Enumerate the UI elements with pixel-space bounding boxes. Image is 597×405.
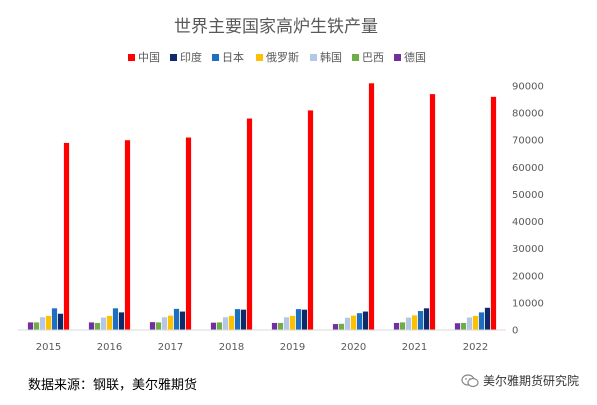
- bar: [45, 315, 52, 330]
- legend-swatch: [352, 54, 359, 61]
- bar: [234, 309, 241, 330]
- bar: [472, 315, 479, 330]
- x-axis-ticks: 2015 2016 2017 2018 2019 2020 2021 2022: [36, 342, 488, 353]
- y-tick-label: 0: [512, 326, 518, 337]
- bar: [94, 322, 101, 330]
- bar: [271, 322, 278, 330]
- wechat-icon: [461, 373, 479, 387]
- legend-label: 巴西: [362, 51, 384, 64]
- y-tick-label: 60000: [512, 163, 544, 174]
- source-note: 数据来源：钢联，美尔雅期货: [28, 378, 198, 393]
- bar: [344, 317, 351, 330]
- bar: [222, 317, 229, 330]
- bar: [362, 311, 369, 330]
- x-tick-label: 2016: [97, 342, 122, 353]
- x-tick-label: 2018: [219, 342, 244, 353]
- bar: [240, 309, 247, 330]
- y-tick-label: 20000: [512, 271, 544, 282]
- bar: [417, 311, 424, 330]
- bar: [307, 110, 314, 331]
- bar: [460, 322, 467, 330]
- bar: [484, 307, 491, 330]
- bar: [338, 323, 345, 330]
- bar: [478, 312, 485, 330]
- bar: [88, 322, 95, 330]
- legend-swatch: [256, 54, 263, 61]
- watermark-text: 美尔雅期货研究院: [482, 374, 579, 388]
- legend-swatch: [310, 54, 317, 61]
- x-tick-label: 2015: [36, 342, 61, 353]
- bar: [118, 312, 125, 330]
- legend-label: 印度: [180, 50, 202, 64]
- bar: [51, 308, 58, 330]
- bar: [405, 317, 412, 330]
- bar: [179, 311, 186, 330]
- bar: [411, 315, 418, 330]
- x-tick-label: 2021: [402, 342, 427, 353]
- bar: [332, 324, 339, 330]
- x-tick-label: 2019: [280, 342, 305, 353]
- bar: [246, 118, 253, 330]
- bar: [173, 308, 180, 330]
- bar: [33, 322, 40, 330]
- legend-swatch: [170, 54, 177, 61]
- bar: [454, 323, 461, 330]
- bar: [399, 322, 406, 330]
- bar: [155, 322, 162, 330]
- bar: [228, 315, 235, 330]
- legend-label: 日本: [222, 50, 244, 64]
- bar: [466, 317, 473, 330]
- legend-label: 德国: [404, 50, 426, 64]
- bar: [39, 317, 46, 330]
- legend-swatch: [212, 54, 219, 61]
- bar: [283, 317, 290, 330]
- y-tick-label: 40000: [512, 217, 544, 228]
- bar: [185, 137, 192, 330]
- bar: [356, 313, 363, 330]
- bar: [27, 322, 34, 330]
- bar: [301, 309, 308, 330]
- bar: [106, 315, 113, 330]
- y-axis-ticks: 0 10000 20000 30000 40000 50000 60000 70000 8000…: [512, 82, 544, 337]
- x-tick-label: 2022: [463, 342, 488, 353]
- x-tick-label: 2020: [341, 342, 366, 353]
- bar: [124, 140, 131, 330]
- bar: [490, 96, 497, 330]
- bar: [393, 322, 400, 330]
- legend-label: 俄罗斯: [266, 51, 299, 64]
- bar: [277, 322, 284, 330]
- bar: [423, 308, 430, 330]
- bar: [100, 317, 107, 330]
- y-tick-label: 70000: [512, 136, 544, 147]
- bar: [57, 313, 64, 330]
- legend-label: 中国: [138, 51, 160, 64]
- chart-title: 世界主要国家高炉生铁产量: [174, 17, 378, 37]
- bar: [167, 315, 174, 330]
- bar: [295, 309, 302, 330]
- bar: [289, 315, 296, 330]
- bar: [210, 322, 217, 330]
- bar: [216, 322, 223, 330]
- legend: 中国 印度 日本 俄罗斯 韩国 巴西 德国: [128, 50, 426, 64]
- y-tick-label: 50000: [512, 190, 544, 201]
- bar: [161, 317, 168, 330]
- bar: [368, 83, 375, 330]
- bar: [63, 142, 70, 330]
- bar: [429, 94, 436, 330]
- x-tick-label: 2017: [158, 342, 183, 353]
- y-tick-label: 10000: [512, 298, 544, 309]
- bar: [149, 322, 156, 330]
- y-tick-label: 30000: [512, 244, 544, 255]
- legend-swatch: [128, 54, 135, 61]
- y-tick-label: 90000: [512, 82, 544, 93]
- legend-swatch: [394, 54, 401, 61]
- legend-label: 韩国: [320, 50, 342, 64]
- y-tick-label: 80000: [512, 109, 544, 120]
- bars: [27, 83, 497, 331]
- watermark: 美尔雅期货研究院: [461, 372, 579, 389]
- bar: [350, 315, 357, 330]
- bar: [112, 308, 119, 330]
